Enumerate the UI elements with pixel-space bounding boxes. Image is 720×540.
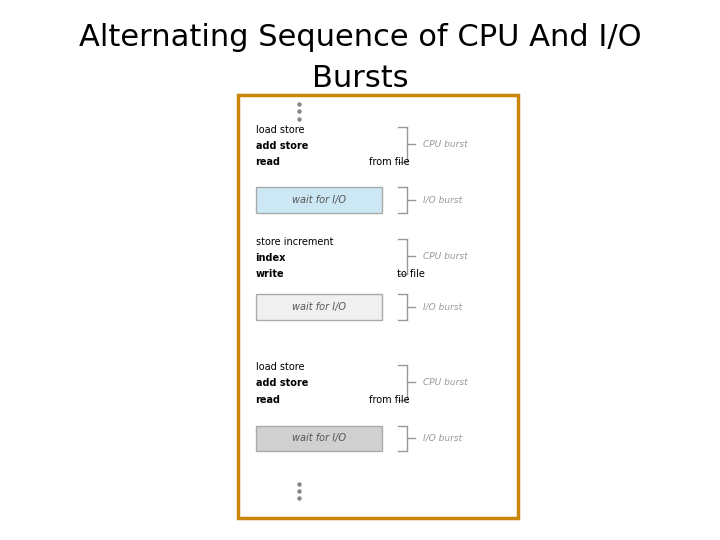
Text: CPU burst: CPU burst: [423, 252, 467, 261]
Bar: [256, 187, 382, 213]
Text: index: index: [256, 253, 286, 263]
Text: read: read: [256, 157, 281, 167]
Text: CPU burst: CPU burst: [423, 377, 467, 387]
Text: load store: load store: [256, 125, 304, 134]
Text: from file: from file: [366, 395, 410, 404]
Text: store increment: store increment: [256, 237, 333, 247]
Bar: [238, 94, 518, 518]
Bar: [256, 426, 382, 451]
Text: I/O burst: I/O burst: [423, 195, 462, 204]
Text: I/O burst: I/O burst: [423, 434, 462, 443]
Text: Alternating Sequence of CPU And I/O: Alternating Sequence of CPU And I/O: [78, 23, 642, 52]
Text: add store: add store: [256, 379, 308, 388]
Text: add store: add store: [256, 141, 308, 151]
Text: wait for I/O: wait for I/O: [292, 434, 346, 443]
Text: I/O burst: I/O burst: [423, 302, 462, 311]
Bar: [256, 294, 382, 320]
Text: load store: load store: [256, 362, 304, 372]
Text: from file: from file: [366, 157, 410, 167]
Text: read: read: [256, 395, 281, 404]
Text: write: write: [256, 269, 284, 279]
Text: Bursts: Bursts: [312, 64, 408, 93]
Text: to file: to file: [395, 269, 425, 279]
Text: wait for I/O: wait for I/O: [292, 195, 346, 205]
Text: CPU burst: CPU burst: [423, 140, 467, 149]
Text: wait for I/O: wait for I/O: [292, 302, 346, 312]
